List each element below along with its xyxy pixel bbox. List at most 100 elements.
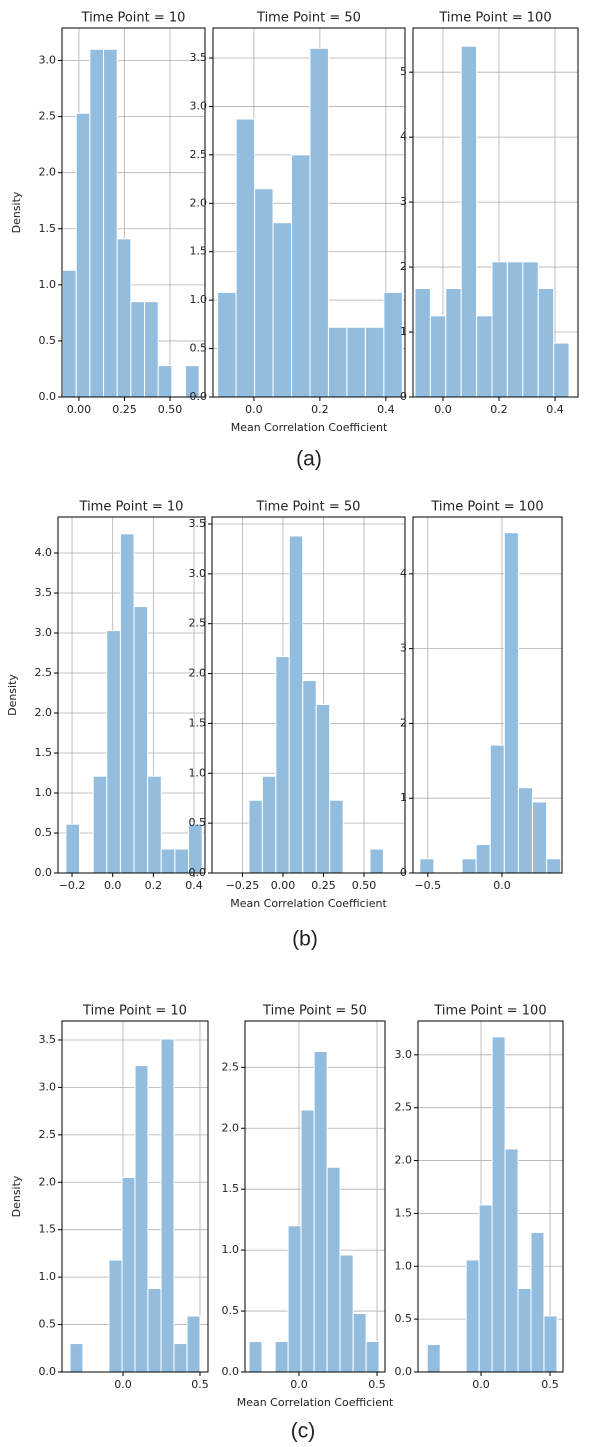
bar	[302, 680, 317, 874]
bar	[445, 288, 462, 398]
x-axis-label: Mean Correlation Coefficient	[231, 421, 388, 434]
bar	[517, 787, 533, 874]
y-tick-label: 3	[400, 195, 407, 208]
chart-title: Time Point = 50	[256, 500, 361, 515]
bar	[217, 291, 237, 398]
y-tick-label: 0.5	[190, 342, 208, 355]
y-tick-label: 2.5	[35, 666, 53, 679]
bar	[429, 315, 447, 398]
x-tick-label: −0.5	[414, 879, 441, 892]
bar	[503, 532, 519, 874]
y-tick-label: 1.5	[395, 1206, 413, 1219]
bar	[383, 291, 403, 398]
bar	[339, 1254, 354, 1373]
bar	[313, 1050, 328, 1373]
bar	[272, 222, 293, 398]
y-tick-label: 3.0	[395, 1048, 413, 1061]
bar	[248, 1341, 263, 1373]
x-tick-label: 0.0	[493, 879, 511, 892]
y-tick-label: 3.0	[39, 54, 57, 67]
bar	[504, 1148, 519, 1373]
bar	[92, 775, 108, 874]
y-tick-label: 1	[400, 791, 407, 804]
bar	[186, 1315, 201, 1373]
bar	[89, 48, 105, 398]
bar	[254, 188, 274, 398]
y-tick-label: 0.5	[189, 816, 207, 829]
bar	[65, 823, 81, 874]
x-tick-label: 0.4	[185, 879, 203, 892]
chart-title: Time Point = 10	[82, 1004, 187, 1019]
bar	[491, 261, 508, 398]
x-tick-label: −0.2	[59, 879, 86, 892]
y-tick-label: 1.0	[395, 1259, 413, 1272]
figure-label: (b)	[292, 928, 318, 951]
y-tick-label: 0.0	[189, 866, 207, 879]
y-tick-label: 2.0	[395, 1154, 413, 1167]
bar	[173, 1343, 188, 1373]
axes-frame	[212, 27, 406, 398]
bar	[315, 703, 331, 874]
y-tick-label: 3.0	[39, 1080, 57, 1093]
bar	[546, 858, 562, 874]
bar	[62, 269, 77, 398]
x-tick-label: 0.0	[245, 403, 263, 416]
bar	[300, 1109, 315, 1373]
bar	[531, 801, 548, 874]
x-tick-label: 0.0	[434, 403, 452, 416]
bar	[288, 535, 304, 874]
y-tick-label: 4	[400, 567, 407, 580]
bar	[174, 848, 190, 874]
axes-frame	[211, 516, 406, 874]
bar	[248, 799, 263, 874]
x-tick-label: 0.5	[541, 1378, 559, 1391]
bar	[364, 326, 385, 398]
y-tick-label: 3.5	[189, 517, 207, 530]
axes-frame	[61, 1020, 209, 1373]
chart-title: Time Point = 50	[262, 1004, 367, 1019]
y-tick-label: 1.5	[222, 1182, 240, 1195]
y-tick-label: 1.5	[35, 746, 53, 759]
y-tick-label: 1.5	[39, 222, 57, 235]
axes-frame	[244, 1020, 386, 1373]
y-tick-label: 0.5	[222, 1304, 240, 1317]
x-tick-label: 0.0	[290, 1378, 308, 1391]
bar	[106, 630, 121, 874]
bar	[157, 365, 173, 398]
axes-frame	[57, 516, 206, 874]
bar	[465, 1259, 480, 1373]
y-tick-label: 4.0	[35, 546, 53, 559]
bar	[133, 606, 149, 874]
chart-title: Time Point = 100	[430, 500, 543, 515]
bar	[160, 848, 176, 874]
bar	[130, 301, 146, 398]
bar	[121, 1177, 136, 1373]
bar	[476, 315, 493, 398]
y-tick-label: 2.0	[222, 1121, 240, 1134]
bar	[426, 1344, 441, 1373]
y-tick-label: 0.5	[39, 334, 57, 347]
x-tick-label: 0.0	[104, 879, 122, 892]
y-tick-label: 3.5	[190, 51, 208, 64]
y-tick-label: 2	[400, 716, 407, 729]
bar	[506, 261, 524, 398]
x-tick-label: 0.4	[377, 403, 395, 416]
y-tick-label: 2.0	[35, 706, 53, 719]
y-tick-label: 3.0	[35, 626, 53, 639]
bar	[489, 744, 505, 874]
bar	[329, 799, 344, 874]
x-tick-label: 0.00	[271, 879, 296, 892]
y-tick-label: 1.5	[190, 245, 208, 258]
bar	[160, 1038, 175, 1373]
x-axis-label: Mean Correlation Coefficient	[230, 897, 387, 910]
x-tick-label: 0.2	[490, 403, 508, 416]
y-tick-label: 2.0	[39, 1175, 57, 1188]
y-tick-label: 2.0	[190, 196, 208, 209]
chart-title: Time Point = 10	[81, 11, 186, 26]
bar	[309, 47, 329, 398]
y-tick-label: 0	[400, 390, 407, 403]
bar	[327, 326, 348, 398]
y-tick-label: 2	[400, 260, 407, 273]
x-tick-label: 0.2	[145, 879, 163, 892]
axes-frame	[417, 1020, 564, 1373]
